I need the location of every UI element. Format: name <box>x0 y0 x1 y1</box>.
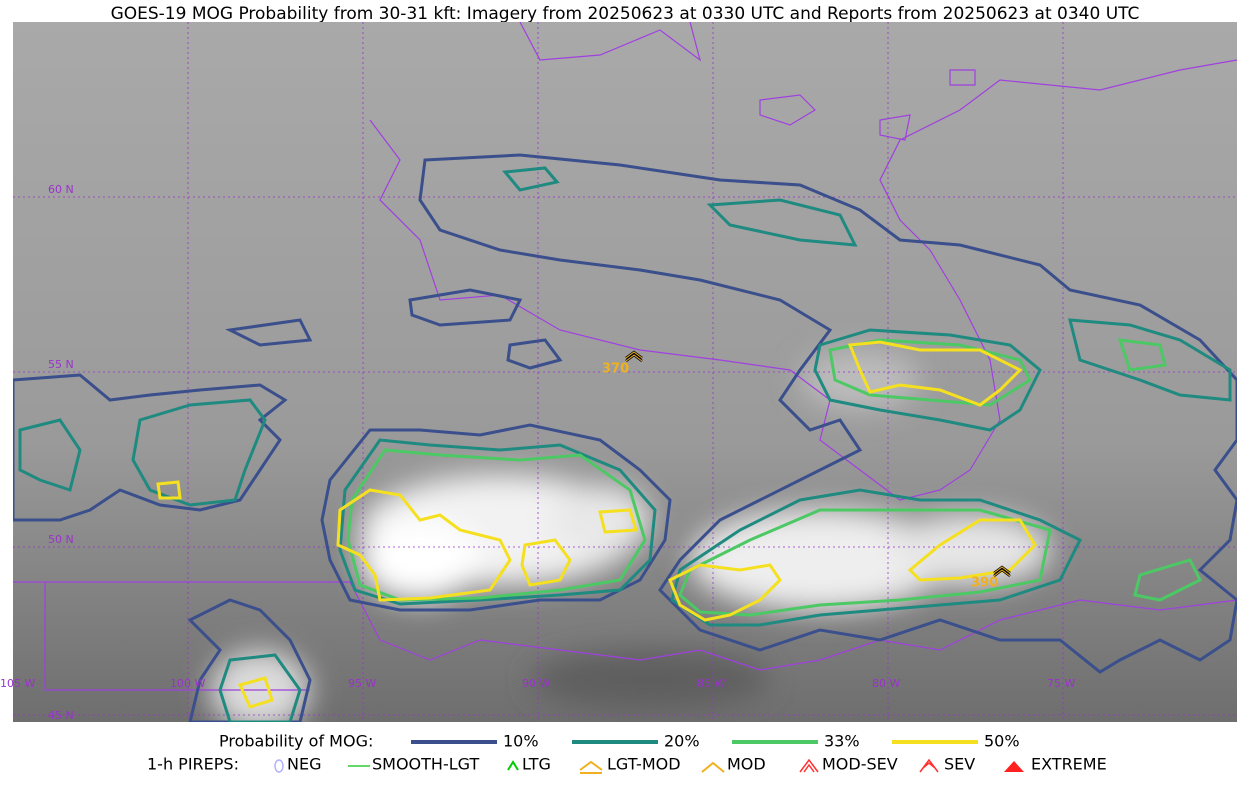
coastlines <box>13 22 1237 691</box>
legend-label: LTG <box>522 755 551 774</box>
longitude-label: 95 W <box>348 677 376 690</box>
legend-label: NEG <box>287 755 321 774</box>
map <box>13 22 1237 722</box>
legend-label: LGT-MOD <box>607 755 681 774</box>
pirep-icon <box>1004 761 1024 772</box>
legend-title: 1-h PIREPS: <box>147 755 239 774</box>
pirep-icon <box>701 761 725 773</box>
legend-label: 50% <box>984 732 1020 751</box>
longitude-label: 90 W <box>522 677 550 690</box>
legend-label: 10% <box>503 732 539 751</box>
longitude-label: 105 W <box>0 677 35 690</box>
pirep-altitude: 390 <box>971 576 998 591</box>
longitude-label: 75 W <box>1047 677 1075 690</box>
legend-label: SMOOTH-LGT <box>372 755 479 774</box>
legend-label: 20% <box>664 732 700 751</box>
latitude-label: 60 N <box>48 183 74 196</box>
latitude-label: 45 N <box>48 709 74 722</box>
pirep-icon <box>274 759 284 773</box>
legend-label: MOD-SEV <box>822 755 898 774</box>
legend-title: Probability of MOG: <box>219 732 373 751</box>
longitude-label: 85 W <box>697 677 725 690</box>
mog-contours <box>13 153 1237 722</box>
title: GOES-19 MOG Probability from 30-31 kft: … <box>111 4 1140 24</box>
longitude-label: 100 W <box>170 677 205 690</box>
legend-label: MOD <box>727 755 766 774</box>
legend: Probability of MOG: 10% 20% 33% 50% 1-h PIREP… <box>147 732 1107 774</box>
pirep-icon <box>799 758 819 773</box>
legend-label: 33% <box>824 732 860 751</box>
legend-label: EXTREME <box>1031 755 1107 774</box>
pirep-icon <box>919 758 939 773</box>
pirep-markers <box>625 350 1011 577</box>
legend-label: SEV <box>944 755 975 774</box>
latitude-label: 55 N <box>48 358 74 371</box>
latitude-label: 50 N <box>48 533 74 546</box>
pirep-icon <box>507 760 519 771</box>
longitude-label: 80 W <box>872 677 900 690</box>
pirep-icon <box>579 760 603 774</box>
map-labels: 60 N 55 N 50 N 45 N 105 W 100 W 95 W 90 W 85 W 80… <box>0 183 1075 722</box>
pirep-altitude: 370 <box>602 362 629 377</box>
